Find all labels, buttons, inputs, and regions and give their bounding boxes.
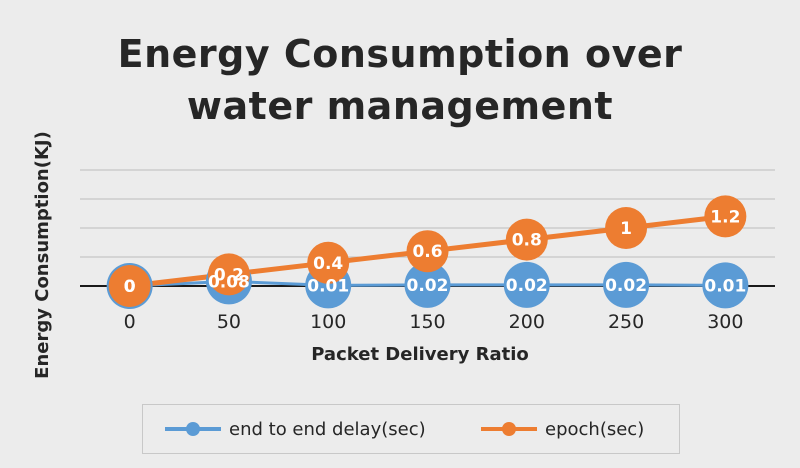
data-point <box>605 207 648 249</box>
chart-title: Energy Consumption over water management <box>0 28 800 132</box>
data-label: 0.08 <box>208 272 250 292</box>
data-label: 0.02 <box>605 276 647 296</box>
data-point <box>307 241 350 284</box>
x-tick-label: 50 <box>217 311 241 333</box>
data-point <box>603 261 650 308</box>
data-label: 0.6 <box>412 242 442 262</box>
x-tick-label: 0 <box>124 311 136 333</box>
legend: end to end delay(sec) epoch(sec) <box>142 404 680 454</box>
data-label: 0.01 <box>704 276 746 296</box>
data-point <box>702 262 749 309</box>
x-tick-label: 300 <box>707 311 743 333</box>
legend-swatch-blue <box>165 419 221 439</box>
data-point <box>505 218 548 261</box>
data-label: 0.02 <box>407 276 449 296</box>
legend-item-end-to-end-delay: end to end delay(sec) <box>165 405 426 453</box>
x-tick-label: 250 <box>608 311 644 333</box>
data-label: 0.2 <box>214 265 244 285</box>
data-label: 1 <box>620 219 632 239</box>
x-tick-label: 200 <box>509 311 545 333</box>
legend-item-epoch: epoch(sec) <box>481 405 644 453</box>
data-point <box>207 253 250 296</box>
data-point <box>503 261 550 308</box>
data-point <box>406 230 449 273</box>
data-label: 0.01 <box>307 276 349 296</box>
chart-title-line-2: water management <box>186 84 614 128</box>
data-label: 1.2 <box>710 207 740 227</box>
legend-swatch-orange <box>481 419 537 439</box>
legend-label: end to end delay(sec) <box>229 418 426 440</box>
x-tick-label: 100 <box>310 311 346 333</box>
legend-label: epoch(sec) <box>545 418 645 440</box>
data-point <box>108 265 151 307</box>
x-tick-label: 150 <box>409 311 445 333</box>
data-label: 0.02 <box>506 276 548 296</box>
data-label: 0 <box>124 277 136 297</box>
y-axis-title: Energy Consumption(KJ) <box>32 131 53 379</box>
data-point <box>704 195 747 238</box>
data-label: 0 <box>124 277 136 297</box>
data-point <box>404 261 451 308</box>
data-label: 0.4 <box>313 254 343 274</box>
data-label: 0.8 <box>512 231 542 251</box>
x-axis-title: Packet Delivery Ratio <box>311 344 529 365</box>
chart-title-line-1: Energy Consumption over <box>117 32 683 76</box>
